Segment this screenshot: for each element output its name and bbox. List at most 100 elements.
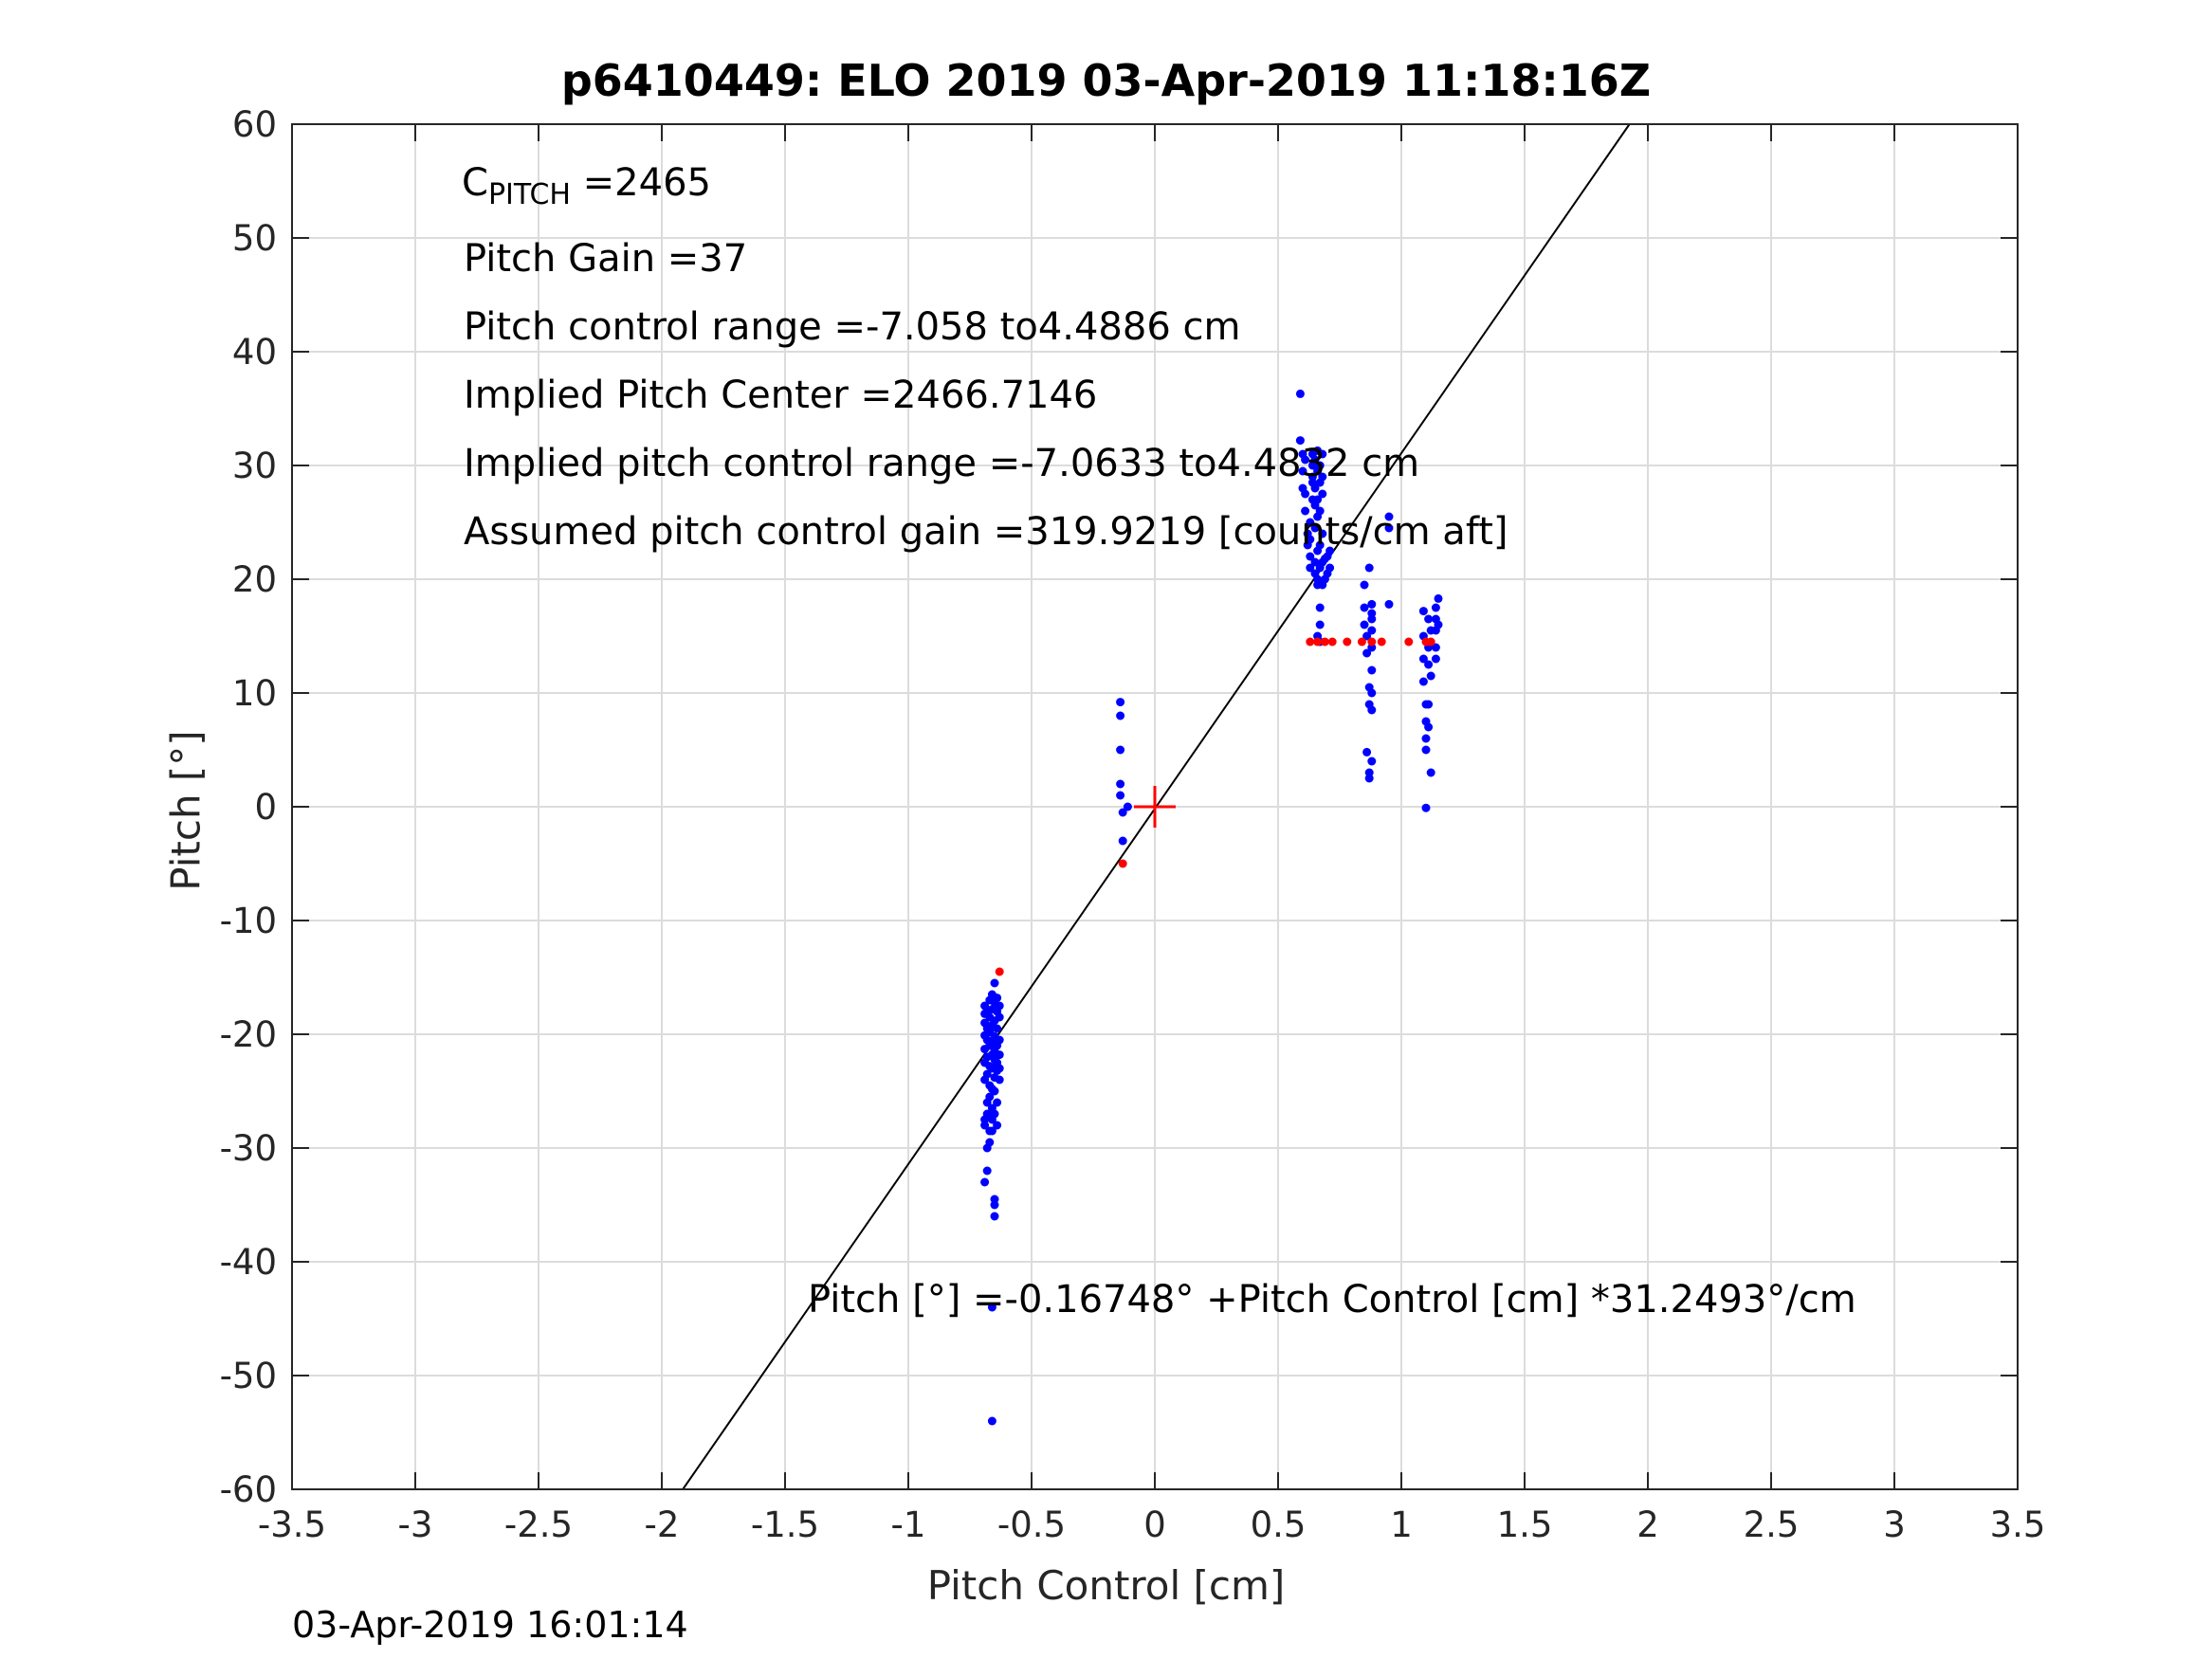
data-point <box>995 1064 1004 1073</box>
data-point <box>1318 449 1327 459</box>
x-axis-label: Pitch Control [cm] <box>926 1562 1286 1609</box>
data-point <box>1421 734 1431 743</box>
x-tick-label: -3 <box>398 1504 433 1545</box>
data-point <box>1313 495 1323 504</box>
data-point <box>995 1075 1004 1085</box>
y-tick-label: -40 <box>220 1242 277 1283</box>
x-tick-label: -2 <box>645 1504 680 1545</box>
annotation-fit-equation: Pitch [°] =-0.16748° +Pitch Control [cm]… <box>808 1278 1856 1322</box>
data-point <box>980 1177 990 1187</box>
data-point <box>993 1121 1002 1130</box>
data-point <box>1367 626 1377 635</box>
data-point <box>1318 489 1327 499</box>
data-point <box>1364 563 1374 573</box>
data-point <box>1367 757 1377 766</box>
data-point <box>1306 535 1315 544</box>
data-point <box>987 1416 996 1426</box>
y-tick-label: -30 <box>220 1128 277 1169</box>
data-point <box>1310 455 1320 465</box>
data-point <box>1424 614 1434 624</box>
data-point <box>1421 745 1431 755</box>
y-tick-label: 50 <box>232 218 277 259</box>
data-point <box>1301 506 1310 516</box>
x-tick-label: -1 <box>891 1504 926 1545</box>
x-tick-label: 1 <box>1390 1504 1413 1545</box>
data-point <box>1367 614 1377 624</box>
limit-point <box>1327 637 1337 647</box>
data-point <box>987 1303 996 1312</box>
y-axis-label: Pitch [°] <box>162 730 210 891</box>
limit-point <box>1367 637 1377 647</box>
data-point <box>1362 631 1372 641</box>
data-point <box>995 1050 1004 1060</box>
annotation-cpitch: CPITCH =2465 <box>462 161 711 211</box>
y-tick-label: 0 <box>254 787 277 828</box>
data-point <box>1424 722 1434 732</box>
y-tick-label: 60 <box>232 104 277 145</box>
data-point <box>995 1001 1004 1011</box>
data-point <box>1295 389 1305 398</box>
data-point <box>1362 648 1372 658</box>
y-tick-label: -10 <box>220 901 277 941</box>
data-point <box>1367 599 1377 609</box>
data-point <box>1426 671 1435 681</box>
data-point <box>1318 472 1327 482</box>
data-point <box>1325 563 1335 573</box>
data-point <box>1116 779 1125 789</box>
data-point <box>993 994 1002 1003</box>
x-tick-label: 3.5 <box>1990 1504 2046 1545</box>
data-point <box>1315 540 1325 550</box>
data-point <box>1116 698 1125 707</box>
limit-point <box>1306 637 1315 647</box>
y-tick-label: 30 <box>232 446 277 486</box>
data-point <box>990 1212 999 1221</box>
data-point <box>1418 654 1428 664</box>
annotation-implied-range: Implied pitch control range =-7.0633 to4… <box>464 442 1420 485</box>
y-tick-label: -50 <box>220 1356 277 1396</box>
data-points <box>980 389 1443 1426</box>
data-point <box>1360 580 1369 590</box>
data-point <box>1310 523 1320 533</box>
data-point <box>1434 593 1443 603</box>
limit-point <box>1343 637 1352 647</box>
data-point <box>987 1126 996 1136</box>
data-point <box>990 1200 999 1210</box>
data-point <box>1118 808 1127 817</box>
data-point <box>1364 774 1374 783</box>
data-point <box>982 1166 992 1176</box>
limit-point <box>1320 637 1329 647</box>
limit-point <box>1404 637 1414 647</box>
center-marker <box>1134 786 1176 828</box>
data-point <box>1116 711 1125 720</box>
x-tick-label: 0 <box>1143 1504 1166 1545</box>
data-point <box>1295 436 1305 446</box>
data-point <box>1418 677 1428 686</box>
cpitch-symbol: C <box>462 161 488 205</box>
annotation-assumed-gain: Assumed pitch control gain =319.9219 [co… <box>464 510 1508 554</box>
data-point <box>1315 506 1325 516</box>
annotation-control-range: Pitch control range =-7.058 to4.4886 cm <box>464 305 1241 349</box>
data-point <box>1384 512 1394 521</box>
x-tick-label: -3.5 <box>258 1504 326 1545</box>
data-point <box>1310 483 1320 493</box>
data-point <box>1307 472 1317 482</box>
x-tick-label: 1.5 <box>1497 1504 1553 1545</box>
data-point <box>1426 768 1435 777</box>
data-point <box>1431 643 1440 652</box>
y-tick-label: 10 <box>232 673 277 714</box>
grid-lines <box>291 123 2019 1490</box>
y-tick-label: 40 <box>232 332 277 373</box>
x-tick-label: 0.5 <box>1251 1504 1307 1545</box>
data-point <box>1421 803 1431 812</box>
data-point <box>1301 489 1310 499</box>
data-point <box>1318 529 1327 538</box>
data-point <box>1360 620 1369 629</box>
data-point <box>1306 552 1315 561</box>
data-point <box>1310 557 1320 567</box>
data-point <box>1118 836 1127 846</box>
data-point <box>993 1024 1002 1033</box>
data-point <box>1431 603 1440 612</box>
data-point <box>1367 705 1377 715</box>
limit-point <box>1313 637 1323 647</box>
data-point <box>982 1109 992 1119</box>
